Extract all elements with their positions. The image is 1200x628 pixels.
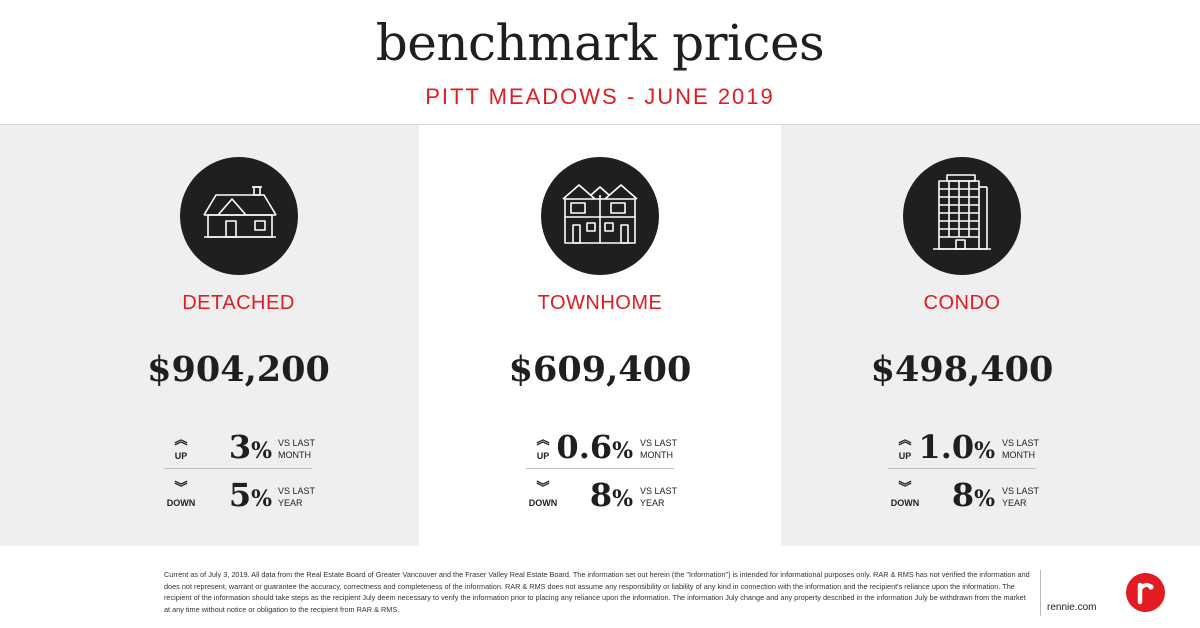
direction-label: DOWN	[166, 498, 196, 508]
direction-label: UP	[536, 451, 550, 461]
property-type-label: DETACHED	[182, 292, 295, 314]
header: benchmark prices PITT MEADOWS - JUNE 201…	[0, 0, 1200, 125]
change-percent: 1.0%	[918, 428, 995, 466]
change-percent: 8%	[951, 476, 995, 514]
benchmark-price: $904,200	[147, 349, 330, 390]
comparison-label: VS LAST MONTH	[1002, 438, 1040, 460]
change-percent: 5%	[228, 476, 272, 514]
direction-label: DOWN	[528, 498, 558, 508]
disclaimer-text: Current as of July 3, 2019. All data fro…	[164, 570, 1030, 614]
benchmark-price: $609,400	[508, 349, 692, 390]
chevron-up-icon: ︽	[536, 432, 550, 447]
footer-divider	[1040, 570, 1041, 616]
change-percent: 3%	[228, 428, 272, 466]
divider	[526, 468, 674, 469]
rennie-logo	[1126, 573, 1165, 612]
change-percent: 0.6%	[556, 428, 633, 466]
chevron-down-icon: ︾	[536, 480, 550, 495]
property-type-label: TOWNHOME	[537, 292, 663, 314]
comparison-label: VS LAST YEAR	[1002, 486, 1040, 508]
website-link[interactable]: rennie.com	[1047, 602, 1097, 613]
benchmark-panels: DETACHED $904,200 ︽ UP 3% VS LAST MONTH ︾…	[0, 125, 1200, 546]
page-title: benchmark prices	[375, 14, 825, 72]
chevron-down-icon: ︾	[174, 480, 188, 495]
divider	[164, 468, 312, 469]
panel-detached: DETACHED $904,200 ︽ UP 3% VS LAST MONTH ︾…	[0, 125, 419, 546]
direction-label: UP	[174, 451, 188, 461]
direction-label: DOWN	[890, 498, 920, 508]
panel-condo: CONDO $498,400 ︽ UP 1.0% VS LAST MONTH ︾ …	[781, 125, 1200, 546]
condo-building-icon	[903, 157, 1021, 275]
comparison-label: VS LAST YEAR	[278, 486, 316, 508]
panel-townhome: TOWNHOME $609,400 ︽ UP 0.6% VS LAST MONTH…	[419, 125, 781, 546]
direction-label: UP	[898, 451, 912, 461]
chevron-up-icon: ︽	[898, 432, 912, 447]
comparison-label: VS LAST YEAR	[640, 486, 678, 508]
chevron-up-icon: ︽	[174, 432, 188, 447]
comparison-label: VS LAST MONTH	[640, 438, 678, 460]
property-type-label: CONDO	[923, 292, 1001, 314]
benchmark-price: $498,400	[870, 349, 1054, 390]
detached-house-icon	[180, 157, 298, 275]
change-percent: 8%	[589, 476, 633, 514]
divider	[888, 468, 1036, 469]
chevron-down-icon: ︾	[898, 480, 912, 495]
comparison-label: VS LAST MONTH	[278, 438, 316, 460]
townhome-icon	[541, 157, 659, 275]
page-subtitle: PITT MEADOWS - JUNE 2019	[425, 84, 775, 109]
